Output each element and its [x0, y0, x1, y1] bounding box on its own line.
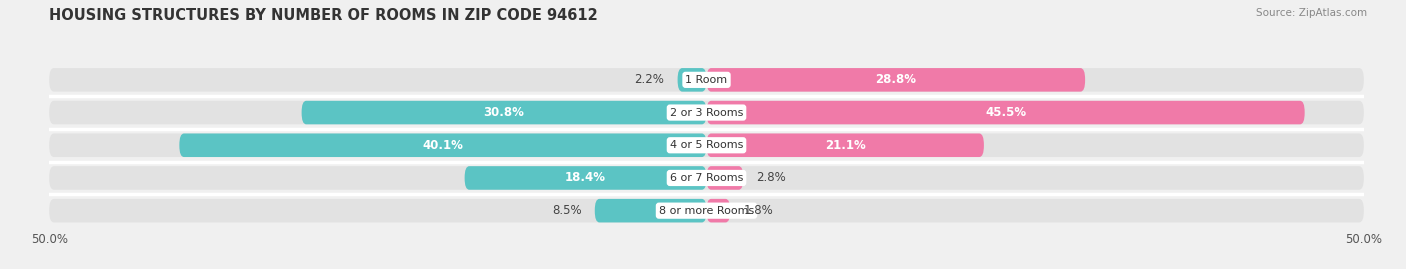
Text: 21.1%: 21.1% — [825, 139, 866, 152]
Text: 8.5%: 8.5% — [553, 204, 582, 217]
FancyBboxPatch shape — [707, 199, 730, 222]
FancyBboxPatch shape — [595, 199, 707, 222]
Text: 4 or 5 Rooms: 4 or 5 Rooms — [669, 140, 744, 150]
FancyBboxPatch shape — [49, 68, 1364, 92]
Text: Source: ZipAtlas.com: Source: ZipAtlas.com — [1256, 8, 1367, 18]
Text: 1.8%: 1.8% — [744, 204, 773, 217]
Text: 45.5%: 45.5% — [986, 106, 1026, 119]
Text: 2.8%: 2.8% — [756, 171, 786, 185]
FancyBboxPatch shape — [49, 101, 1364, 124]
FancyBboxPatch shape — [180, 133, 707, 157]
Text: 2.2%: 2.2% — [634, 73, 665, 86]
FancyBboxPatch shape — [49, 133, 1364, 157]
FancyBboxPatch shape — [464, 166, 707, 190]
Text: 40.1%: 40.1% — [422, 139, 464, 152]
Text: 2 or 3 Rooms: 2 or 3 Rooms — [669, 108, 744, 118]
FancyBboxPatch shape — [302, 101, 707, 124]
Text: 1 Room: 1 Room — [686, 75, 727, 85]
Text: 6 or 7 Rooms: 6 or 7 Rooms — [669, 173, 744, 183]
FancyBboxPatch shape — [49, 199, 1364, 222]
Text: 30.8%: 30.8% — [484, 106, 524, 119]
Text: 18.4%: 18.4% — [565, 171, 606, 185]
FancyBboxPatch shape — [678, 68, 707, 92]
FancyBboxPatch shape — [49, 166, 1364, 190]
Text: 28.8%: 28.8% — [876, 73, 917, 86]
Text: 8 or more Rooms: 8 or more Rooms — [659, 206, 754, 216]
FancyBboxPatch shape — [707, 101, 1305, 124]
FancyBboxPatch shape — [707, 133, 984, 157]
FancyBboxPatch shape — [707, 68, 1085, 92]
FancyBboxPatch shape — [707, 166, 744, 190]
Text: HOUSING STRUCTURES BY NUMBER OF ROOMS IN ZIP CODE 94612: HOUSING STRUCTURES BY NUMBER OF ROOMS IN… — [49, 8, 598, 23]
